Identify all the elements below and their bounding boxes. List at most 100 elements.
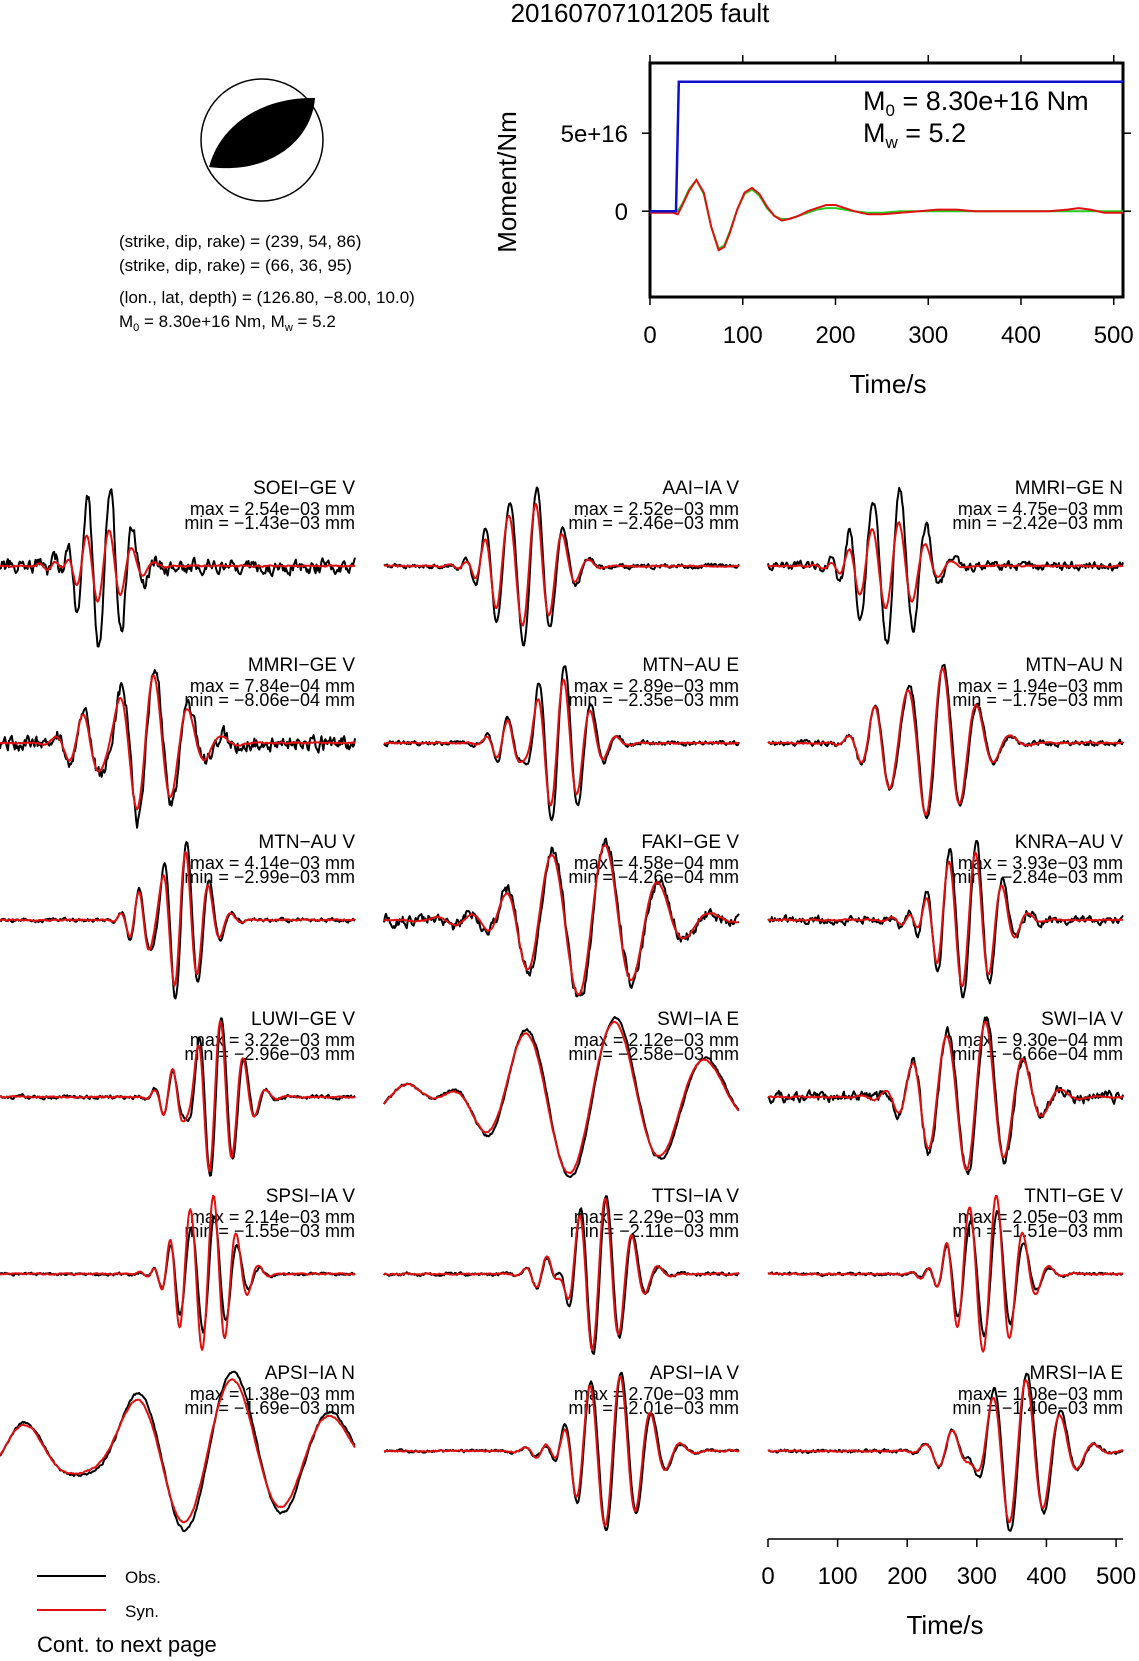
moment-plot-frame	[648, 61, 1125, 299]
trace-max: max = 1.38e−03 mm	[190, 1384, 355, 1404]
trace-label: LUWI−GE V	[251, 1009, 355, 1030]
waveform-xtick-label: 400	[1026, 1563, 1066, 1590]
trace-label: MMRI−GE V	[248, 655, 355, 676]
trace-min: min = −8.06e−04 mm	[184, 690, 355, 710]
legend-obs-label: Obs.	[125, 1568, 161, 1587]
moment-ytick-label: 5e+16	[561, 121, 628, 148]
trace-max: max = 2.70e−03 mm	[574, 1384, 739, 1404]
trace-max: max = 7.84e−04 mm	[190, 676, 355, 696]
mw-rest: = 5.2	[293, 312, 336, 331]
trace-syn	[383, 1197, 739, 1352]
moment-xtick-label: 300	[908, 322, 948, 349]
trace-max: max = 3.93e−03 mm	[958, 853, 1123, 873]
trace-syn	[767, 521, 1124, 610]
moment-x-label: Time/s	[849, 369, 926, 399]
trace-syn	[0, 674, 356, 811]
legend-syn-label: Syn.	[125, 1602, 159, 1621]
trace-syn	[383, 1020, 740, 1175]
waveform-xtick-label: 100	[818, 1563, 858, 1590]
trace-syn	[0, 1194, 356, 1351]
trace-label: SWI−IA E	[657, 1009, 739, 1030]
moment-sub: 0	[133, 322, 139, 334]
trace-min: min = −1.55e−03 mm	[184, 1221, 355, 1241]
beachball	[200, 78, 324, 202]
trace-syn	[383, 844, 740, 996]
plane1-text: (strike, dip, rake) = (239, 54, 86)	[119, 232, 361, 251]
moment-xtick-label: 0	[643, 322, 656, 349]
trace-label: APSI−IA V	[650, 1363, 740, 1384]
moment-m: M	[119, 312, 133, 331]
plane2-text: (strike, dip, rake) = (66, 36, 95)	[119, 256, 352, 275]
trace-label: TNTI−GE V	[1024, 1186, 1123, 1207]
beachball-compressional	[209, 97, 315, 169]
mw-sub-annot: w	[885, 133, 899, 152]
trace-min: min = −2.01e−03 mm	[568, 1398, 739, 1418]
waveform-x-label: Time/s	[906, 1610, 983, 1640]
trace-max: max = 2.12e−03 mm	[574, 1030, 739, 1050]
mw-annotation: Mw = 5.2	[863, 118, 966, 152]
m0-annotation: M0 = 8.30e+16 Nm	[863, 86, 1089, 120]
mw-rest-annot: = 5.2	[898, 118, 966, 148]
trace-syn	[767, 667, 1123, 816]
mw-sub: w	[284, 322, 293, 334]
waveform-xtick-label: 0	[761, 1563, 774, 1590]
trace-label: TTSI−IA V	[652, 1186, 739, 1207]
trace-max: max = 2.89e−03 mm	[574, 676, 739, 696]
continuation-note: Cont. to next page	[37, 1632, 217, 1657]
trace-max: max = 4.14e−03 mm	[190, 853, 355, 873]
trace-syn	[767, 1379, 1123, 1524]
trace-max: max = 1.94e−03 mm	[958, 676, 1123, 696]
trace-min: min = −2.96e−03 mm	[184, 1044, 355, 1064]
waveform-xtick-label: 500	[1096, 1563, 1136, 1590]
trace-label: MTN−AU E	[642, 655, 739, 676]
moment-text: M0 = 8.30e+16 Nm, Mw = 5.2	[119, 312, 336, 334]
trace-label: KNRA−AU V	[1015, 832, 1124, 853]
trace-syn	[0, 850, 356, 987]
trace-max: max = 2.14e−03 mm	[190, 1207, 355, 1227]
trace-max: max = 3.22e−03 mm	[190, 1030, 355, 1050]
trace-min: min = −2.84e−03 mm	[952, 867, 1123, 887]
trace-max: max = 2.52e−03 mm	[574, 499, 739, 519]
trace-min: min = −1.51e−03 mm	[952, 1221, 1123, 1241]
moment-xtick-label: 400	[1001, 322, 1041, 349]
trace-min: min = −6.66e−04 mm	[952, 1044, 1123, 1064]
trace-min: min = −2.99e−03 mm	[184, 867, 355, 887]
trace-min: min = −1.43e−03 mm	[184, 513, 355, 533]
moment-series-syn	[650, 178, 1123, 252]
trace-obs	[767, 663, 1124, 820]
trace-syn	[383, 678, 740, 807]
trace-obs	[0, 488, 356, 648]
trace-label: MTN−AU V	[258, 832, 355, 853]
trace-max: max = 4.58e−04 mm	[574, 853, 739, 873]
trace-label: MMRI−GE N	[1015, 478, 1123, 499]
trace-max: max = 1.08e−03 mm	[958, 1384, 1123, 1404]
trace-max: max = 9.30e−04 mm	[958, 1030, 1123, 1050]
moment-xtick-label: 100	[723, 322, 763, 349]
trace-syn	[383, 1375, 740, 1527]
m0-sub: 0	[886, 101, 895, 120]
m0-main: M	[863, 86, 886, 116]
trace-min: min = −1.40e−03 mm	[952, 1398, 1123, 1418]
trace-min: min = −2.42e−03 mm	[952, 513, 1123, 533]
trace-label: MTN−AU N	[1025, 655, 1123, 676]
waveform-xtick-label: 200	[887, 1563, 927, 1590]
legend: Obs. Syn.	[37, 1568, 161, 1621]
mw-main: M	[863, 118, 886, 148]
m0-rest: = 8.30e+16 Nm	[895, 86, 1089, 116]
trace-min: min = −2.35e−03 mm	[568, 690, 739, 710]
trace-syn	[767, 1194, 1124, 1353]
trace-label: FAKI−GE V	[641, 832, 739, 853]
location-text: (lon., lat, depth) = (126.80, −8.00, 10.…	[119, 288, 415, 307]
